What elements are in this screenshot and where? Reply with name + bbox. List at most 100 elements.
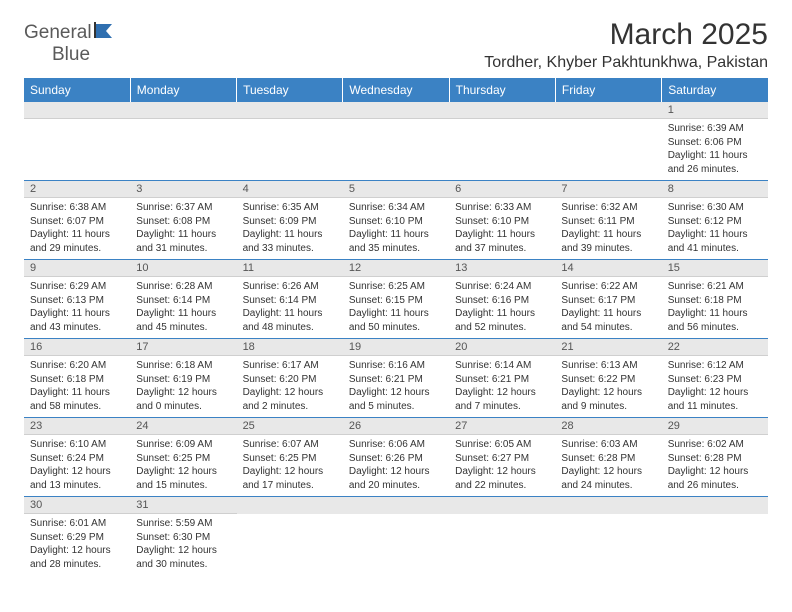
daylight-line: Daylight: 12 hours and 9 minutes. — [561, 386, 655, 413]
day-number-row: 23242526272829 — [24, 418, 768, 435]
flag-icon — [94, 22, 118, 44]
day-number-row: 9101112131415 — [24, 260, 768, 277]
daylight-line: Daylight: 11 hours and 35 minutes. — [349, 228, 443, 255]
daylight-line: Daylight: 12 hours and 30 minutes. — [136, 544, 230, 571]
day-number-cell: 16 — [24, 339, 130, 356]
logo: General Blue — [24, 22, 118, 66]
day-content-cell: Sunrise: 6:10 AMSunset: 6:24 PMDaylight:… — [24, 435, 130, 497]
sunset-line: Sunset: 6:22 PM — [561, 373, 655, 387]
day-content-cell: Sunrise: 6:24 AMSunset: 6:16 PMDaylight:… — [449, 277, 555, 339]
sunrise-line: Sunrise: 6:33 AM — [455, 201, 549, 215]
daylight-line: Daylight: 12 hours and 22 minutes. — [455, 465, 549, 492]
day-number-cell: 4 — [237, 181, 343, 198]
daylight-line: Daylight: 11 hours and 33 minutes. — [243, 228, 337, 255]
sunset-line: Sunset: 6:21 PM — [455, 373, 549, 387]
daylight-line: Daylight: 11 hours and 58 minutes. — [30, 386, 124, 413]
day-content-cell — [343, 514, 449, 576]
daylight-line: Daylight: 12 hours and 2 minutes. — [243, 386, 337, 413]
day-content-cell — [555, 119, 661, 181]
logo-word-general: General — [24, 22, 92, 43]
sunrise-line: Sunrise: 6:26 AM — [243, 280, 337, 294]
daylight-line: Daylight: 11 hours and 31 minutes. — [136, 228, 230, 255]
day-content-cell — [24, 119, 130, 181]
day-number-cell: 9 — [24, 260, 130, 277]
day-content-cell — [449, 514, 555, 576]
weekday-header: Monday — [130, 78, 236, 102]
day-content-cell — [343, 119, 449, 181]
day-content-row: Sunrise: 6:20 AMSunset: 6:18 PMDaylight:… — [24, 356, 768, 418]
day-content-cell: Sunrise: 6:32 AMSunset: 6:11 PMDaylight:… — [555, 198, 661, 260]
sunset-line: Sunset: 6:25 PM — [136, 452, 230, 466]
day-number-cell: 27 — [449, 418, 555, 435]
sunset-line: Sunset: 6:07 PM — [30, 215, 124, 229]
day-number-cell: 1 — [662, 102, 768, 119]
sunset-line: Sunset: 6:06 PM — [668, 136, 762, 150]
weekday-header: Sunday — [24, 78, 130, 102]
daylight-line: Daylight: 12 hours and 5 minutes. — [349, 386, 443, 413]
day-number-cell: 5 — [343, 181, 449, 198]
day-content-cell: Sunrise: 6:20 AMSunset: 6:18 PMDaylight:… — [24, 356, 130, 418]
sunset-line: Sunset: 6:15 PM — [349, 294, 443, 308]
day-content-cell: Sunrise: 5:59 AMSunset: 6:30 PMDaylight:… — [130, 514, 236, 576]
day-content-cell: Sunrise: 6:26 AMSunset: 6:14 PMDaylight:… — [237, 277, 343, 339]
day-content-cell: Sunrise: 6:12 AMSunset: 6:23 PMDaylight:… — [662, 356, 768, 418]
sunrise-line: Sunrise: 6:30 AM — [668, 201, 762, 215]
sunset-line: Sunset: 6:10 PM — [455, 215, 549, 229]
sunrise-line: Sunrise: 6:35 AM — [243, 201, 337, 215]
weekday-header: Thursday — [449, 78, 555, 102]
day-content-row: Sunrise: 6:29 AMSunset: 6:13 PMDaylight:… — [24, 277, 768, 339]
day-number-cell — [555, 102, 661, 119]
location: Tordher, Khyber Pakhtunkhwa, Pakistan — [484, 54, 768, 72]
sunrise-line: Sunrise: 6:13 AM — [561, 359, 655, 373]
day-content-cell: Sunrise: 6:01 AMSunset: 6:29 PMDaylight:… — [24, 514, 130, 576]
sunrise-line: Sunrise: 6:24 AM — [455, 280, 549, 294]
weekday-header: Friday — [555, 78, 661, 102]
day-content-cell: Sunrise: 6:05 AMSunset: 6:27 PMDaylight:… — [449, 435, 555, 497]
sunrise-line: Sunrise: 6:10 AM — [30, 438, 124, 452]
sunrise-line: Sunrise: 6:38 AM — [30, 201, 124, 215]
day-number-cell: 17 — [130, 339, 236, 356]
daylight-line: Daylight: 11 hours and 45 minutes. — [136, 307, 230, 334]
day-number-cell — [130, 102, 236, 119]
sunset-line: Sunset: 6:25 PM — [243, 452, 337, 466]
day-number-cell — [555, 497, 661, 514]
daylight-line: Daylight: 12 hours and 20 minutes. — [349, 465, 443, 492]
day-content-cell: Sunrise: 6:02 AMSunset: 6:28 PMDaylight:… — [662, 435, 768, 497]
day-number-cell: 8 — [662, 181, 768, 198]
sunset-line: Sunset: 6:19 PM — [136, 373, 230, 387]
sunrise-line: Sunrise: 6:05 AM — [455, 438, 549, 452]
sunrise-line: Sunrise: 6:17 AM — [243, 359, 337, 373]
daylight-line: Daylight: 12 hours and 0 minutes. — [136, 386, 230, 413]
day-number-cell: 2 — [24, 181, 130, 198]
daylight-line: Daylight: 12 hours and 15 minutes. — [136, 465, 230, 492]
day-number-cell: 22 — [662, 339, 768, 356]
sunset-line: Sunset: 6:18 PM — [30, 373, 124, 387]
day-number-cell — [343, 497, 449, 514]
daylight-line: Daylight: 11 hours and 50 minutes. — [349, 307, 443, 334]
day-number-cell — [343, 102, 449, 119]
daylight-line: Daylight: 12 hours and 24 minutes. — [561, 465, 655, 492]
day-content-cell — [555, 514, 661, 576]
sunrise-line: Sunrise: 6:12 AM — [668, 359, 762, 373]
day-number-cell — [662, 497, 768, 514]
sunrise-line: Sunrise: 6:14 AM — [455, 359, 549, 373]
sunset-line: Sunset: 6:11 PM — [561, 215, 655, 229]
sunrise-line: Sunrise: 6:21 AM — [668, 280, 762, 294]
day-number-cell: 20 — [449, 339, 555, 356]
sunrise-line: Sunrise: 6:32 AM — [561, 201, 655, 215]
day-number-cell: 6 — [449, 181, 555, 198]
daylight-line: Daylight: 11 hours and 29 minutes. — [30, 228, 124, 255]
day-content-cell: Sunrise: 6:22 AMSunset: 6:17 PMDaylight:… — [555, 277, 661, 339]
day-content-cell: Sunrise: 6:21 AMSunset: 6:18 PMDaylight:… — [662, 277, 768, 339]
day-content-cell: Sunrise: 6:17 AMSunset: 6:20 PMDaylight:… — [237, 356, 343, 418]
day-number-cell: 15 — [662, 260, 768, 277]
sunrise-line: Sunrise: 6:09 AM — [136, 438, 230, 452]
day-number-cell: 21 — [555, 339, 661, 356]
header: General Blue March 2025 Tordher, Khyber … — [24, 18, 768, 72]
day-number-cell — [449, 497, 555, 514]
day-content-cell — [130, 119, 236, 181]
day-content-cell: Sunrise: 6:35 AMSunset: 6:09 PMDaylight:… — [237, 198, 343, 260]
sunrise-line: Sunrise: 6:37 AM — [136, 201, 230, 215]
sunset-line: Sunset: 6:28 PM — [668, 452, 762, 466]
sunrise-line: Sunrise: 6:06 AM — [349, 438, 443, 452]
